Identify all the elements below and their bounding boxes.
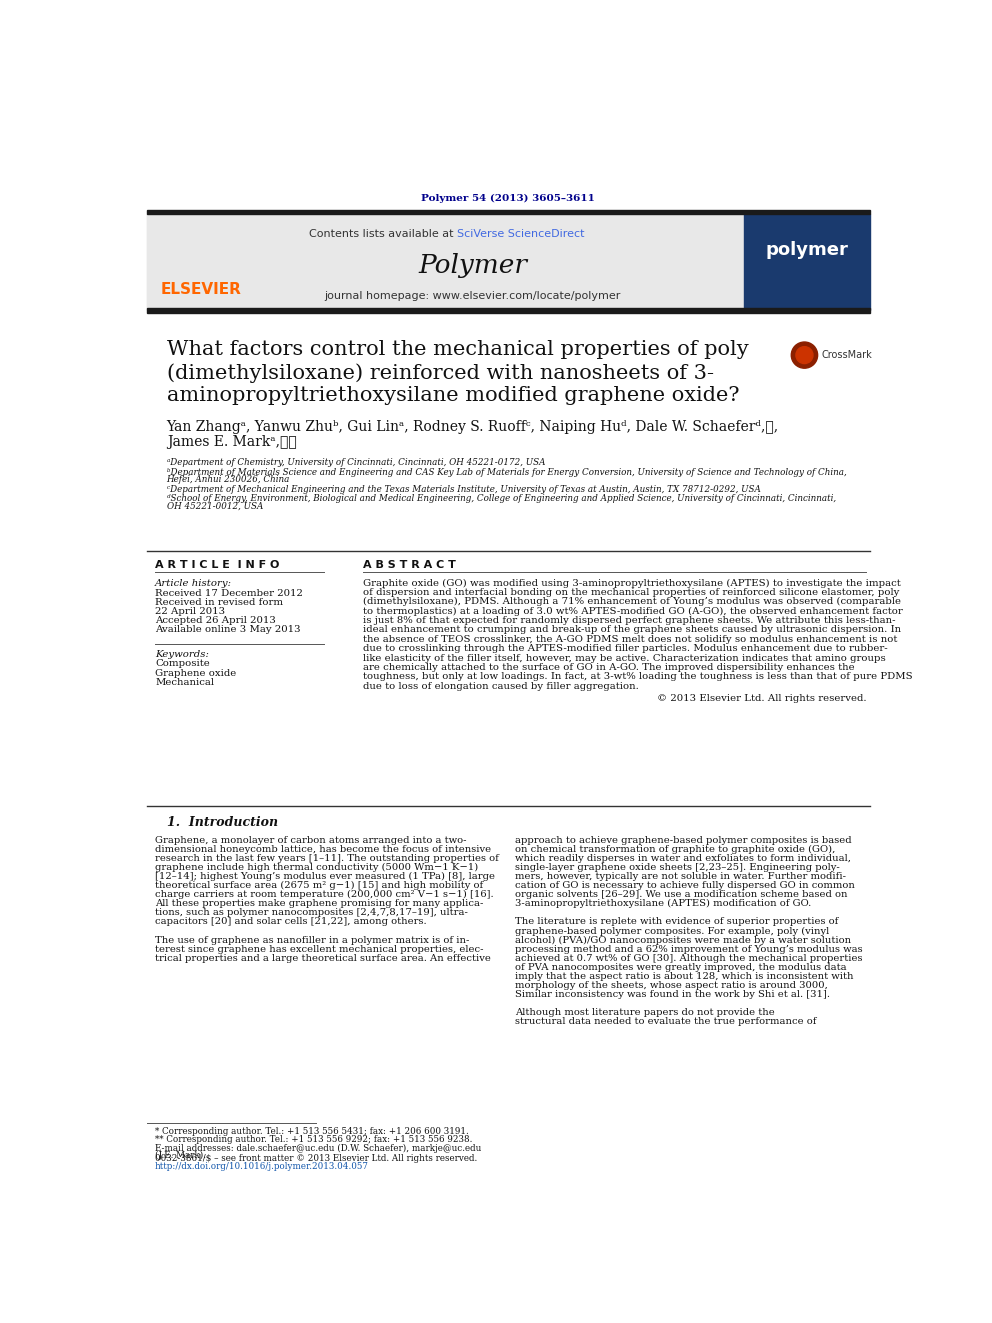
Text: mers, however, typically are not soluble in water. Further modifi-: mers, however, typically are not soluble…	[516, 872, 846, 881]
Text: ** Corresponding author. Tel.: +1 513 556 9292; fax: +1 513 556 9238.: ** Corresponding author. Tel.: +1 513 55…	[155, 1135, 472, 1144]
Text: * Corresponding author. Tel.: +1 513 556 5431; fax: +1 206 600 3191.: * Corresponding author. Tel.: +1 513 556…	[155, 1127, 469, 1135]
Circle shape	[796, 347, 813, 364]
Text: due to loss of elongation caused by filler aggregation.: due to loss of elongation caused by fill…	[363, 681, 639, 691]
Text: (dimethylsiloxane), PDMS. Although a 71% enhancement of Young’s modulus was obse: (dimethylsiloxane), PDMS. Although a 71%…	[363, 597, 901, 606]
Text: achieved at 0.7 wt% of GO [30]. Although the mechanical properties: achieved at 0.7 wt% of GO [30]. Although…	[516, 954, 863, 963]
Text: A R T I C L E  I N F O: A R T I C L E I N F O	[155, 561, 280, 570]
Bar	[147, 214, 279, 311]
Text: © 2013 Elsevier Ltd. All rights reserved.: © 2013 Elsevier Ltd. All rights reserved…	[657, 695, 866, 704]
Text: Mechanical: Mechanical	[155, 677, 214, 687]
Text: Polymer: Polymer	[419, 253, 528, 278]
Text: Available online 3 May 2013: Available online 3 May 2013	[155, 626, 301, 635]
Bar	[147, 308, 870, 312]
Text: graphene include high thermal conductivity (5000 Wm−1 K−1): graphene include high thermal conductivi…	[155, 863, 478, 872]
Text: ᵈSchool of Energy, Environment, Biological and Medical Engineering, College of E: ᵈSchool of Energy, Environment, Biologic…	[167, 493, 835, 503]
Text: imply that the aspect ratio is about 128, which is inconsistent with: imply that the aspect ratio is about 128…	[516, 972, 854, 980]
Text: Accepted 26 April 2013: Accepted 26 April 2013	[155, 617, 276, 626]
Text: processing method and a 62% improvement of Young’s modulus was: processing method and a 62% improvement …	[516, 945, 863, 954]
Text: A B S T R A C T: A B S T R A C T	[363, 561, 455, 570]
Text: E-mail addresses: dale.schaefer@uc.edu (D.W. Schaefer), markje@uc.edu: E-mail addresses: dale.schaefer@uc.edu (…	[155, 1143, 481, 1152]
Text: 22 April 2013: 22 April 2013	[155, 607, 225, 617]
Text: Graphene, a monolayer of carbon atoms arranged into a two-: Graphene, a monolayer of carbon atoms ar…	[155, 836, 466, 844]
Text: graphene-based polymer composites. For example, poly (vinyl: graphene-based polymer composites. For e…	[516, 926, 829, 935]
Text: CrossMark: CrossMark	[821, 351, 872, 360]
Text: Although most literature papers do not provide the: Although most literature papers do not p…	[516, 1008, 775, 1017]
Text: ideal enhancement to crumping and break-up of the graphene sheets caused by ultr: ideal enhancement to crumping and break-…	[363, 626, 901, 635]
Text: theoretical surface area (2675 m² g−1) [15] and high mobility of: theoretical surface area (2675 m² g−1) […	[155, 881, 483, 890]
Text: which readily disperses in water and exfoliates to form individual,: which readily disperses in water and exf…	[516, 853, 851, 863]
Text: Graphite oxide (GO) was modified using 3-aminopropyltriethoxysilane (APTES) to i: Graphite oxide (GO) was modified using 3…	[363, 578, 901, 587]
Text: Received in revised form: Received in revised form	[155, 598, 283, 607]
Text: alcohol) (PVA)/GO nanocomposites were made by a water solution: alcohol) (PVA)/GO nanocomposites were ma…	[516, 935, 851, 945]
Text: Composite: Composite	[155, 659, 209, 668]
Text: single-layer graphene oxide sheets [2,23–25]. Engineering poly-: single-layer graphene oxide sheets [2,23…	[516, 863, 840, 872]
Text: James E. Markᵃ,⋆⋆: James E. Markᵃ,⋆⋆	[167, 435, 297, 448]
Text: like elasticity of the filler itself, however, may be active. Characterization i: like elasticity of the filler itself, ho…	[363, 654, 886, 663]
Text: ᵃDepartment of Chemistry, University of Cincinnati, Cincinnati, OH 45221-0172, U: ᵃDepartment of Chemistry, University of …	[167, 458, 546, 467]
Text: due to crosslinking through the APTES-modified filler particles. Modulus enhance: due to crosslinking through the APTES-mo…	[363, 644, 887, 654]
Text: The literature is replete with evidence of superior properties of: The literature is replete with evidence …	[516, 917, 839, 926]
Text: charge carriers at room temperature (200,000 cm² V−1 s−1) [16].: charge carriers at room temperature (200…	[155, 890, 494, 900]
Text: on chemical transformation of graphite to graphite oxide (GO),: on chemical transformation of graphite t…	[516, 844, 835, 853]
Text: the absence of TEOS crosslinker, the A-GO PDMS melt does not solidify so modulus: the absence of TEOS crosslinker, the A-G…	[363, 635, 897, 644]
Text: Polymer 54 (2013) 3605–3611: Polymer 54 (2013) 3605–3611	[422, 194, 595, 204]
Text: ᶜDepartment of Mechanical Engineering and the Texas Materials Institute, Univers: ᶜDepartment of Mechanical Engineering an…	[167, 484, 761, 493]
Text: (dimethylsiloxane) reinforced with nanosheets of 3-: (dimethylsiloxane) reinforced with nanos…	[167, 363, 713, 382]
Text: tions, such as polymer nanocomposites [2,4,7,8,17–19], ultra-: tions, such as polymer nanocomposites [2…	[155, 909, 468, 917]
Circle shape	[792, 343, 817, 368]
Text: organic solvents [26–29]. We use a modification scheme based on: organic solvents [26–29]. We use a modif…	[516, 890, 848, 900]
Text: Graphene oxide: Graphene oxide	[155, 668, 236, 677]
Text: of PVA nanocomposites were greatly improved, the modulus data: of PVA nanocomposites were greatly impro…	[516, 963, 847, 972]
Text: All these properties make graphene promising for many applica-: All these properties make graphene promi…	[155, 900, 483, 909]
Bar	[147, 210, 870, 214]
Text: What factors control the mechanical properties of poly: What factors control the mechanical prop…	[167, 340, 748, 360]
Text: http://dx.doi.org/10.1016/j.polymer.2013.04.057: http://dx.doi.org/10.1016/j.polymer.2013…	[155, 1162, 369, 1171]
Text: are chemically attached to the surface of GO in A-GO. The improved dispersibilit: are chemically attached to the surface o…	[363, 663, 854, 672]
Text: Yan Zhangᵃ, Yanwu Zhuᵇ, Gui Linᵃ, Rodney S. Ruoffᶜ, Naiping Huᵈ, Dale W. Schaefe: Yan Zhangᵃ, Yanwu Zhuᵇ, Gui Linᵃ, Rodney…	[167, 419, 779, 434]
Text: [12–14]; highest Young’s modulus ever measured (1 TPa) [8], large: [12–14]; highest Young’s modulus ever me…	[155, 872, 495, 881]
Text: cation of GO is necessary to achieve fully dispersed GO in common: cation of GO is necessary to achieve ful…	[516, 881, 855, 890]
Text: aminopropyltriethoxysilane modified graphene oxide?: aminopropyltriethoxysilane modified grap…	[167, 386, 739, 405]
Text: Similar inconsistency was found in the work by Shi et al. [31].: Similar inconsistency was found in the w…	[516, 990, 830, 999]
Text: Hefei, Anhui 230026, China: Hefei, Anhui 230026, China	[167, 475, 290, 484]
Text: Received 17 December 2012: Received 17 December 2012	[155, 589, 303, 598]
Text: 1.  Introduction: 1. Introduction	[167, 816, 278, 830]
Text: structural data needed to evaluate the true performance of: structural data needed to evaluate the t…	[516, 1017, 816, 1027]
Text: is just 8% of that expected for randomly dispersed perfect graphene sheets. We a: is just 8% of that expected for randomly…	[363, 617, 895, 624]
Text: terest since graphene has excellent mechanical properties, elec-: terest since graphene has excellent mech…	[155, 945, 483, 954]
Text: SciVerse ScienceDirect: SciVerse ScienceDirect	[457, 229, 584, 239]
Text: research in the last few years [1–11]. The outstanding properties of: research in the last few years [1–11]. T…	[155, 853, 499, 863]
Text: to thermoplastics) at a loading of 3.0 wt% APTES-modified GO (A-GO), the observe: to thermoplastics) at a loading of 3.0 w…	[363, 607, 903, 615]
Text: trical properties and a large theoretical surface area. An effective: trical properties and a large theoretica…	[155, 954, 491, 963]
Text: Contents lists available at: Contents lists available at	[310, 229, 457, 239]
Text: approach to achieve graphene-based polymer composites is based: approach to achieve graphene-based polym…	[516, 836, 852, 844]
Text: capacitors [20] and solar cells [21,22], among others.: capacitors [20] and solar cells [21,22],…	[155, 917, 427, 926]
Text: 3-aminopropyltriethoxysilane (APTES) modification of GO.: 3-aminopropyltriethoxysilane (APTES) mod…	[516, 900, 811, 909]
Text: 0032-3861/$ – see front matter © 2013 Elsevier Ltd. All rights reserved.: 0032-3861/$ – see front matter © 2013 El…	[155, 1154, 477, 1163]
Bar	[744, 214, 870, 311]
Text: toughness, but only at low loadings. In fact, at 3-wt% loading the toughness is : toughness, but only at low loadings. In …	[363, 672, 913, 681]
Text: Keywords:: Keywords:	[155, 650, 209, 659]
Text: ELSEVIER: ELSEVIER	[161, 282, 242, 298]
Text: journal homepage: www.elsevier.com/locate/polymer: journal homepage: www.elsevier.com/locat…	[324, 291, 621, 300]
Text: Article history:: Article history:	[155, 579, 232, 589]
Text: The use of graphene as nanofiller in a polymer matrix is of in-: The use of graphene as nanofiller in a p…	[155, 935, 469, 945]
Bar	[147, 214, 744, 311]
Text: ᵇDepartment of Materials Science and Engineering and CAS Key Lab of Materials fo: ᵇDepartment of Materials Science and Eng…	[167, 467, 846, 476]
Text: OH 45221-0012, USA: OH 45221-0012, USA	[167, 501, 263, 511]
Text: morphology of the sheets, whose aspect ratio is around 3000,: morphology of the sheets, whose aspect r…	[516, 982, 828, 990]
Text: polymer: polymer	[766, 241, 848, 258]
Text: dimensional honeycomb lattice, has become the focus of intensive: dimensional honeycomb lattice, has becom…	[155, 845, 491, 853]
Text: of dispersion and interfacial bonding on the mechanical properties of reinforced: of dispersion and interfacial bonding on…	[363, 587, 899, 597]
Text: (J.E. Mark).: (J.E. Mark).	[155, 1151, 206, 1160]
